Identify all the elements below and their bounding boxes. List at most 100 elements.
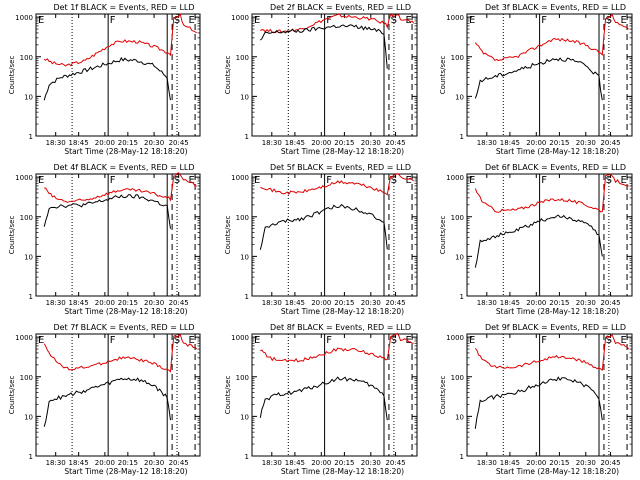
x-tick-label: 20:30: [361, 139, 381, 147]
marker-letter: E: [620, 335, 626, 346]
x-tick-label: 18:45: [285, 459, 305, 467]
x-tick-label: 20:15: [118, 459, 138, 467]
marker-letter: E: [469, 335, 475, 346]
marker-letter: S: [174, 15, 180, 26]
series-lld: [43, 333, 198, 373]
panel-1: Det 1f BLACK = Events, RED = LLD 1 10 100 10…: [8, 3, 201, 156]
marker-letter: E: [189, 335, 195, 346]
x-axis-label: Start Time (28-May-12 18:18:20): [281, 307, 404, 316]
panel-title: Det 3f BLACK = Events, RED = LLD: [485, 3, 626, 12]
plot-frame: [251, 13, 418, 137]
x-tick-label: 18:45: [69, 139, 89, 147]
y-tick-label: 1: [460, 453, 464, 461]
panel-4: Det 4f BLACK = Events, RED = LLD 1 10 100 10…: [8, 163, 201, 316]
y-tick-label: 1000: [446, 334, 464, 342]
x-tick-label: 20:45: [385, 299, 405, 307]
series-lld: [474, 13, 629, 62]
x-tick-label: 20:00: [95, 459, 115, 467]
series-events: [259, 203, 388, 250]
series-lld: [474, 334, 630, 372]
y-tick-label: 100: [451, 374, 464, 382]
y-axis-label: Counts/sec: [439, 376, 447, 415]
panel-6: Det 6f BLACK = Events, RED = LLD 1 10 100 10…: [439, 163, 633, 316]
x-axis-label: Start Time (28-May-12 18:18:20): [496, 467, 619, 476]
series-events: [259, 376, 388, 421]
marker-letter: S: [606, 175, 612, 186]
panel-title: Det 5f BLACK = Events, RED = LLD: [270, 163, 411, 172]
y-axis-label: Counts/sec: [439, 56, 447, 95]
y-tick-label: 1: [29, 133, 33, 141]
panel-9: Det 9f BLACK = Events, RED = LLD 1 10 100 10…: [439, 323, 633, 476]
x-tick-label: 20:30: [576, 459, 596, 467]
series-lld: [44, 172, 197, 203]
y-tick-label: 100: [236, 54, 249, 62]
y-tick-label: 10: [455, 413, 464, 421]
marker-letter: F: [326, 15, 332, 26]
marker-letter: E: [620, 15, 626, 26]
x-tick-label: 20:00: [311, 299, 331, 307]
y-tick-label: 10: [240, 413, 249, 421]
marker-letter: E: [38, 175, 44, 186]
marker-letter: E: [189, 15, 195, 26]
y-tick-label: 1000: [446, 174, 464, 182]
marker-letter: S: [174, 175, 180, 186]
series-lld: [43, 13, 197, 67]
marker-letter: S: [174, 335, 180, 346]
marker-letter: F: [541, 175, 547, 186]
plot-frame: [35, 13, 201, 137]
y-tick-label: 1000: [231, 174, 249, 182]
plot-frame: [35, 173, 201, 297]
plot-frame: [35, 333, 201, 457]
panel-2: Det 2f BLACK = Events, RED = LLD 1 10 100 10…: [224, 3, 418, 156]
y-tick-label: 100: [451, 54, 464, 62]
series-events: [43, 56, 171, 101]
x-tick-label: 20:15: [334, 299, 354, 307]
y-tick-label: 100: [20, 214, 33, 222]
marker-letter: E: [405, 335, 411, 346]
x-tick-label: 20:30: [144, 139, 164, 147]
series-lld: [260, 13, 415, 34]
y-tick-label: 10: [455, 253, 464, 261]
x-tick-label: 18:30: [46, 299, 66, 307]
x-tick-label: 18:45: [500, 459, 520, 467]
x-tick-label: 20:45: [169, 459, 189, 467]
x-tick-label: 18:30: [46, 139, 66, 147]
series-events: [43, 377, 171, 427]
y-axis-label: Counts/sec: [224, 216, 232, 255]
y-tick-label: 10: [240, 93, 249, 101]
marker-letter: E: [469, 15, 475, 26]
x-tick-label: 20:45: [169, 299, 189, 307]
marker-letter: E: [38, 335, 44, 346]
x-axis-label: Start Time (28-May-12 18:18:20): [496, 307, 619, 316]
x-tick-label: 18:30: [262, 139, 282, 147]
marker-letter: E: [38, 15, 44, 26]
plot-frame: [466, 173, 633, 297]
y-tick-label: 10: [240, 253, 249, 261]
x-tick-label: 20:45: [600, 139, 620, 147]
marker-letter: E: [620, 175, 626, 186]
y-tick-label: 1: [460, 293, 464, 301]
x-tick-label: 20:00: [526, 299, 546, 307]
x-tick-label: 20:15: [549, 299, 569, 307]
y-tick-label: 10: [24, 93, 33, 101]
marker-letter: E: [469, 175, 475, 186]
y-tick-label: 1: [29, 293, 33, 301]
x-tick-label: 18:30: [262, 299, 282, 307]
panel-title: Det 6f BLACK = Events, RED = LLD: [485, 163, 626, 172]
x-tick-label: 20:30: [361, 459, 381, 467]
x-tick-label: 20:00: [311, 459, 331, 467]
marker-letter: S: [391, 175, 397, 186]
panel-title: Det 2f BLACK = Events, RED = LLD: [270, 3, 411, 12]
x-axis-label: Start Time (28-May-12 18:18:20): [496, 147, 619, 156]
y-tick-label: 1: [29, 453, 33, 461]
x-tick-label: 20:30: [576, 299, 596, 307]
y-tick-label: 1: [245, 133, 249, 141]
y-tick-label: 10: [455, 93, 464, 101]
plot-frame: [466, 333, 633, 457]
x-tick-label: 20:45: [600, 299, 620, 307]
marker-letter: E: [189, 175, 195, 186]
x-tick-label: 20:00: [311, 139, 331, 147]
marker-letter: F: [541, 335, 547, 346]
marker-letter: E: [254, 15, 260, 26]
